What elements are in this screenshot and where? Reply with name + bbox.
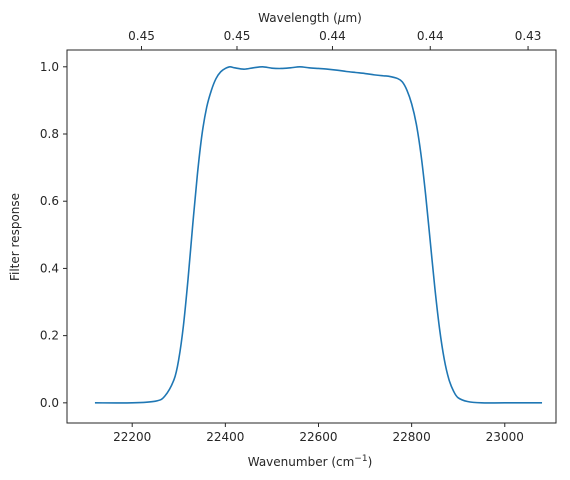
top-tick-label: 0.45 (128, 29, 155, 43)
y-tick-label: 1.0 (40, 60, 59, 74)
top-x-axis-title: Wavelength (μm) (258, 11, 362, 25)
plot-frame (66, 49, 557, 424)
y-tick-label: 0.0 (40, 396, 59, 410)
top-tick-label: 0.44 (417, 29, 444, 43)
x-tick-label: 23000 (486, 430, 524, 444)
x-tick-label: 22800 (393, 430, 431, 444)
line-layer (94, 65, 543, 404)
x-tick-label: 22600 (299, 430, 337, 444)
top-tick-label: 0.44 (319, 29, 346, 43)
filter-response-line (94, 65, 543, 404)
x-tick-label: 22200 (113, 430, 151, 444)
y-tick-label: 0.6 (40, 194, 59, 208)
top-tick-label: 0.45 (224, 29, 251, 43)
x-tick-label: 22400 (206, 430, 244, 444)
y-axis-title: Filter response (8, 193, 22, 281)
y-tick-label: 0.4 (40, 261, 59, 275)
ticks-layer: 22200 22400 22600 22800 23000 0.45 0.45 0.44 0.4… (40, 29, 542, 444)
y-tick-label: 0.8 (40, 127, 59, 141)
top-tick-label: 0.43 (515, 29, 542, 43)
x-axis-title: Wavenumber (cm−1) (248, 454, 373, 469)
y-tick-label: 0.2 (40, 329, 59, 343)
